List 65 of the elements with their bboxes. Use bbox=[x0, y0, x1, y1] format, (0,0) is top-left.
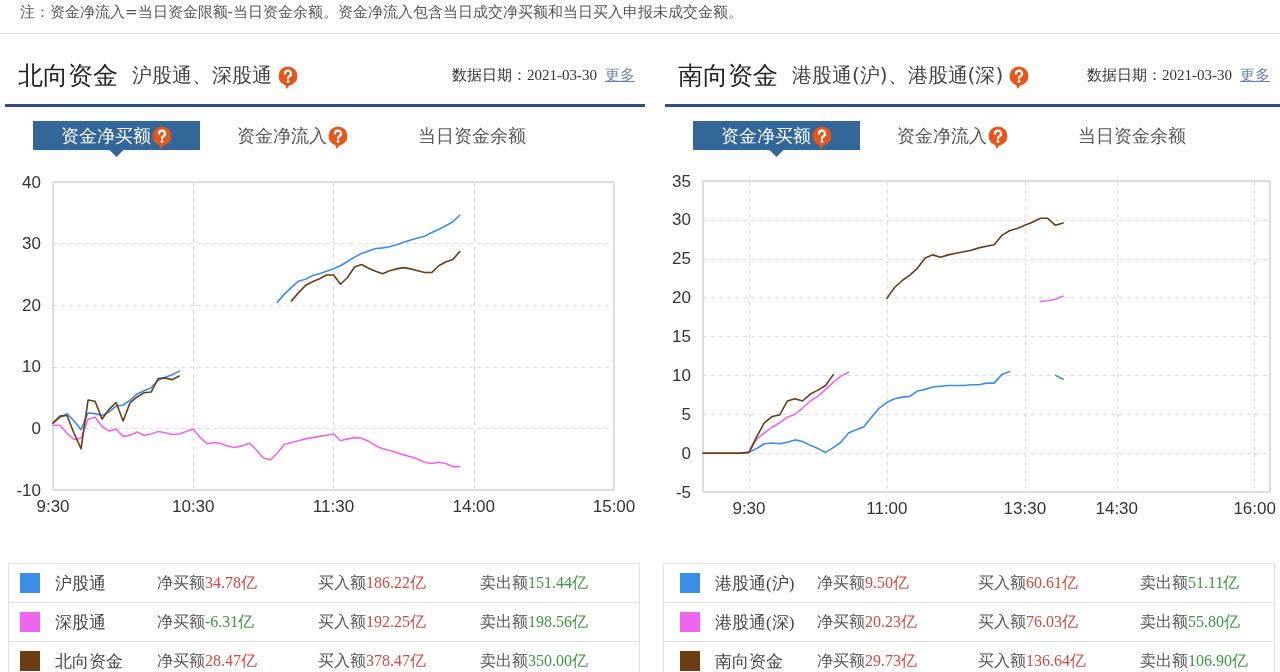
text: 净买额-6.31亿 bbox=[157, 612, 255, 632]
text: 资金净流入 bbox=[237, 124, 327, 148]
y-tick-label: 20 bbox=[22, 295, 41, 315]
x-tick-label: 15:00 bbox=[592, 497, 636, 516]
x-tick-label: 14:30 bbox=[1095, 499, 1139, 518]
y-tick-label: 10 bbox=[22, 357, 41, 377]
text: 买入额378.47亿 bbox=[318, 651, 426, 671]
text: 买入额136.64亿 bbox=[978, 651, 1086, 671]
text: 注：资金净流入=当日资金限额-当日资金余额。资金净流入包含当日成交净买额和当日买入申报未成交金额。 bbox=[20, 3, 743, 21]
text: 卖出额350.00亿 bbox=[480, 651, 588, 671]
x-tick-label: 9:30 bbox=[732, 499, 766, 518]
y-tick-label: 30 bbox=[22, 234, 41, 254]
text: 卖出额55.80亿 bbox=[1140, 612, 1240, 632]
legend-label: 深股通 bbox=[55, 612, 106, 632]
line-series bbox=[52, 416, 461, 468]
chart-subtitle: 港股通(沪)、港股通(深) bbox=[792, 61, 1004, 89]
chart-title: 北向资金 bbox=[18, 59, 118, 92]
text: 净买额9.50亿 bbox=[817, 573, 909, 593]
x-tick-label: 14:00 bbox=[452, 497, 496, 516]
text: 买入额60.61亿 bbox=[978, 573, 1078, 593]
text: 数据日期：2021-03-30 bbox=[1087, 65, 1232, 85]
text: 净买额29.73亿 bbox=[817, 651, 917, 671]
text: 净买额28.47亿 bbox=[157, 651, 257, 671]
text: 更多 bbox=[1240, 65, 1270, 85]
text: 净买额34.78亿 bbox=[157, 573, 257, 593]
x-tick-label: 10:30 bbox=[171, 497, 215, 516]
legend-label: 港股通(沪) bbox=[715, 573, 795, 593]
y-tick-label: -5 bbox=[675, 482, 691, 502]
text: 买入额192.25亿 bbox=[318, 612, 426, 632]
text: 买入额186.22亿 bbox=[318, 573, 426, 593]
x-tick-label: 9:30 bbox=[36, 497, 70, 516]
y-tick-label: 35 bbox=[672, 171, 691, 191]
text: 当日资金余额 bbox=[418, 124, 526, 148]
text: 当日资金余额 bbox=[1078, 124, 1186, 148]
x-tick-label: 11:00 bbox=[866, 499, 908, 518]
y-tick-label: 0 bbox=[31, 418, 41, 438]
x-tick-label: 16:00 bbox=[1233, 499, 1276, 518]
y-tick-label: 0 bbox=[681, 443, 691, 463]
y-tick-label: 5 bbox=[681, 404, 691, 424]
text: 卖出额151.44亿 bbox=[480, 573, 588, 593]
text: 净买额20.23亿 bbox=[817, 612, 917, 632]
legend-label: 南向资金 bbox=[715, 651, 783, 671]
selected-tab: 资金净买额 bbox=[33, 121, 200, 157]
selected-tab: 资金净买额 bbox=[693, 121, 860, 157]
y-tick-label: 20 bbox=[672, 288, 691, 308]
legend-label: 沪股通 bbox=[55, 573, 106, 593]
x-tick-label: 13:30 bbox=[1003, 499, 1047, 518]
text: 数据日期：2021-03-30 bbox=[452, 65, 597, 85]
text: 卖出额198.56亿 bbox=[480, 612, 588, 632]
chart-subtitle: 沪股通、深股通 bbox=[132, 61, 272, 89]
legend-label: 港股通(深) bbox=[715, 612, 795, 632]
text: 卖出额106.90亿 bbox=[1140, 651, 1248, 671]
text: 资金净流入 bbox=[897, 124, 987, 148]
y-tick-label: -10 bbox=[16, 480, 41, 500]
text: 卖出额51.11亿 bbox=[1140, 573, 1240, 593]
y-tick-label: 15 bbox=[672, 327, 691, 346]
y-tick-label: 25 bbox=[672, 249, 691, 269]
chart-title: 南向资金 bbox=[678, 59, 778, 92]
y-tick-label: 30 bbox=[672, 210, 691, 230]
legend-label: 北向资金 bbox=[55, 651, 123, 671]
text: 买入额76.03亿 bbox=[978, 612, 1078, 632]
text: 更多 bbox=[605, 65, 635, 85]
y-tick-label: 10 bbox=[672, 365, 691, 385]
y-tick-label: 40 bbox=[22, 172, 41, 192]
x-tick-label: 11:30 bbox=[312, 497, 355, 516]
